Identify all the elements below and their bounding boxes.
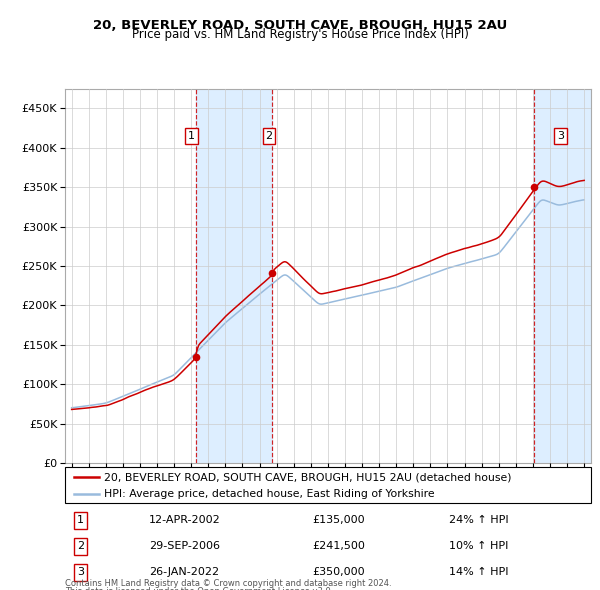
Text: 24% ↑ HPI: 24% ↑ HPI bbox=[449, 515, 509, 525]
Text: 20, BEVERLEY ROAD, SOUTH CAVE, BROUGH, HU15 2AU (detached house): 20, BEVERLEY ROAD, SOUTH CAVE, BROUGH, H… bbox=[104, 472, 512, 482]
FancyBboxPatch shape bbox=[65, 467, 591, 503]
Text: This data is licensed under the Open Government Licence v3.0.: This data is licensed under the Open Gov… bbox=[65, 587, 333, 590]
Text: 1: 1 bbox=[77, 515, 84, 525]
Text: 20, BEVERLEY ROAD, SOUTH CAVE, BROUGH, HU15 2AU: 20, BEVERLEY ROAD, SOUTH CAVE, BROUGH, H… bbox=[93, 19, 507, 32]
Text: 3: 3 bbox=[557, 131, 564, 141]
Text: 26-JAN-2022: 26-JAN-2022 bbox=[149, 568, 219, 578]
Text: 10% ↑ HPI: 10% ↑ HPI bbox=[449, 542, 508, 551]
Text: 12-APR-2002: 12-APR-2002 bbox=[149, 515, 221, 525]
Text: Contains HM Land Registry data © Crown copyright and database right 2024.: Contains HM Land Registry data © Crown c… bbox=[65, 579, 391, 588]
Text: HPI: Average price, detached house, East Riding of Yorkshire: HPI: Average price, detached house, East… bbox=[104, 489, 435, 499]
Text: 3: 3 bbox=[77, 568, 84, 578]
Text: £241,500: £241,500 bbox=[312, 542, 365, 551]
Bar bbox=[534, 88, 591, 463]
Bar bbox=[196, 88, 272, 463]
Text: 14% ↑ HPI: 14% ↑ HPI bbox=[449, 568, 508, 578]
Text: £135,000: £135,000 bbox=[312, 515, 365, 525]
Text: £350,000: £350,000 bbox=[312, 568, 365, 578]
Text: 1: 1 bbox=[188, 131, 195, 141]
Text: 2: 2 bbox=[265, 131, 272, 141]
Text: 29-SEP-2006: 29-SEP-2006 bbox=[149, 542, 220, 551]
Text: Price paid vs. HM Land Registry's House Price Index (HPI): Price paid vs. HM Land Registry's House … bbox=[131, 28, 469, 41]
Text: 2: 2 bbox=[77, 542, 84, 551]
